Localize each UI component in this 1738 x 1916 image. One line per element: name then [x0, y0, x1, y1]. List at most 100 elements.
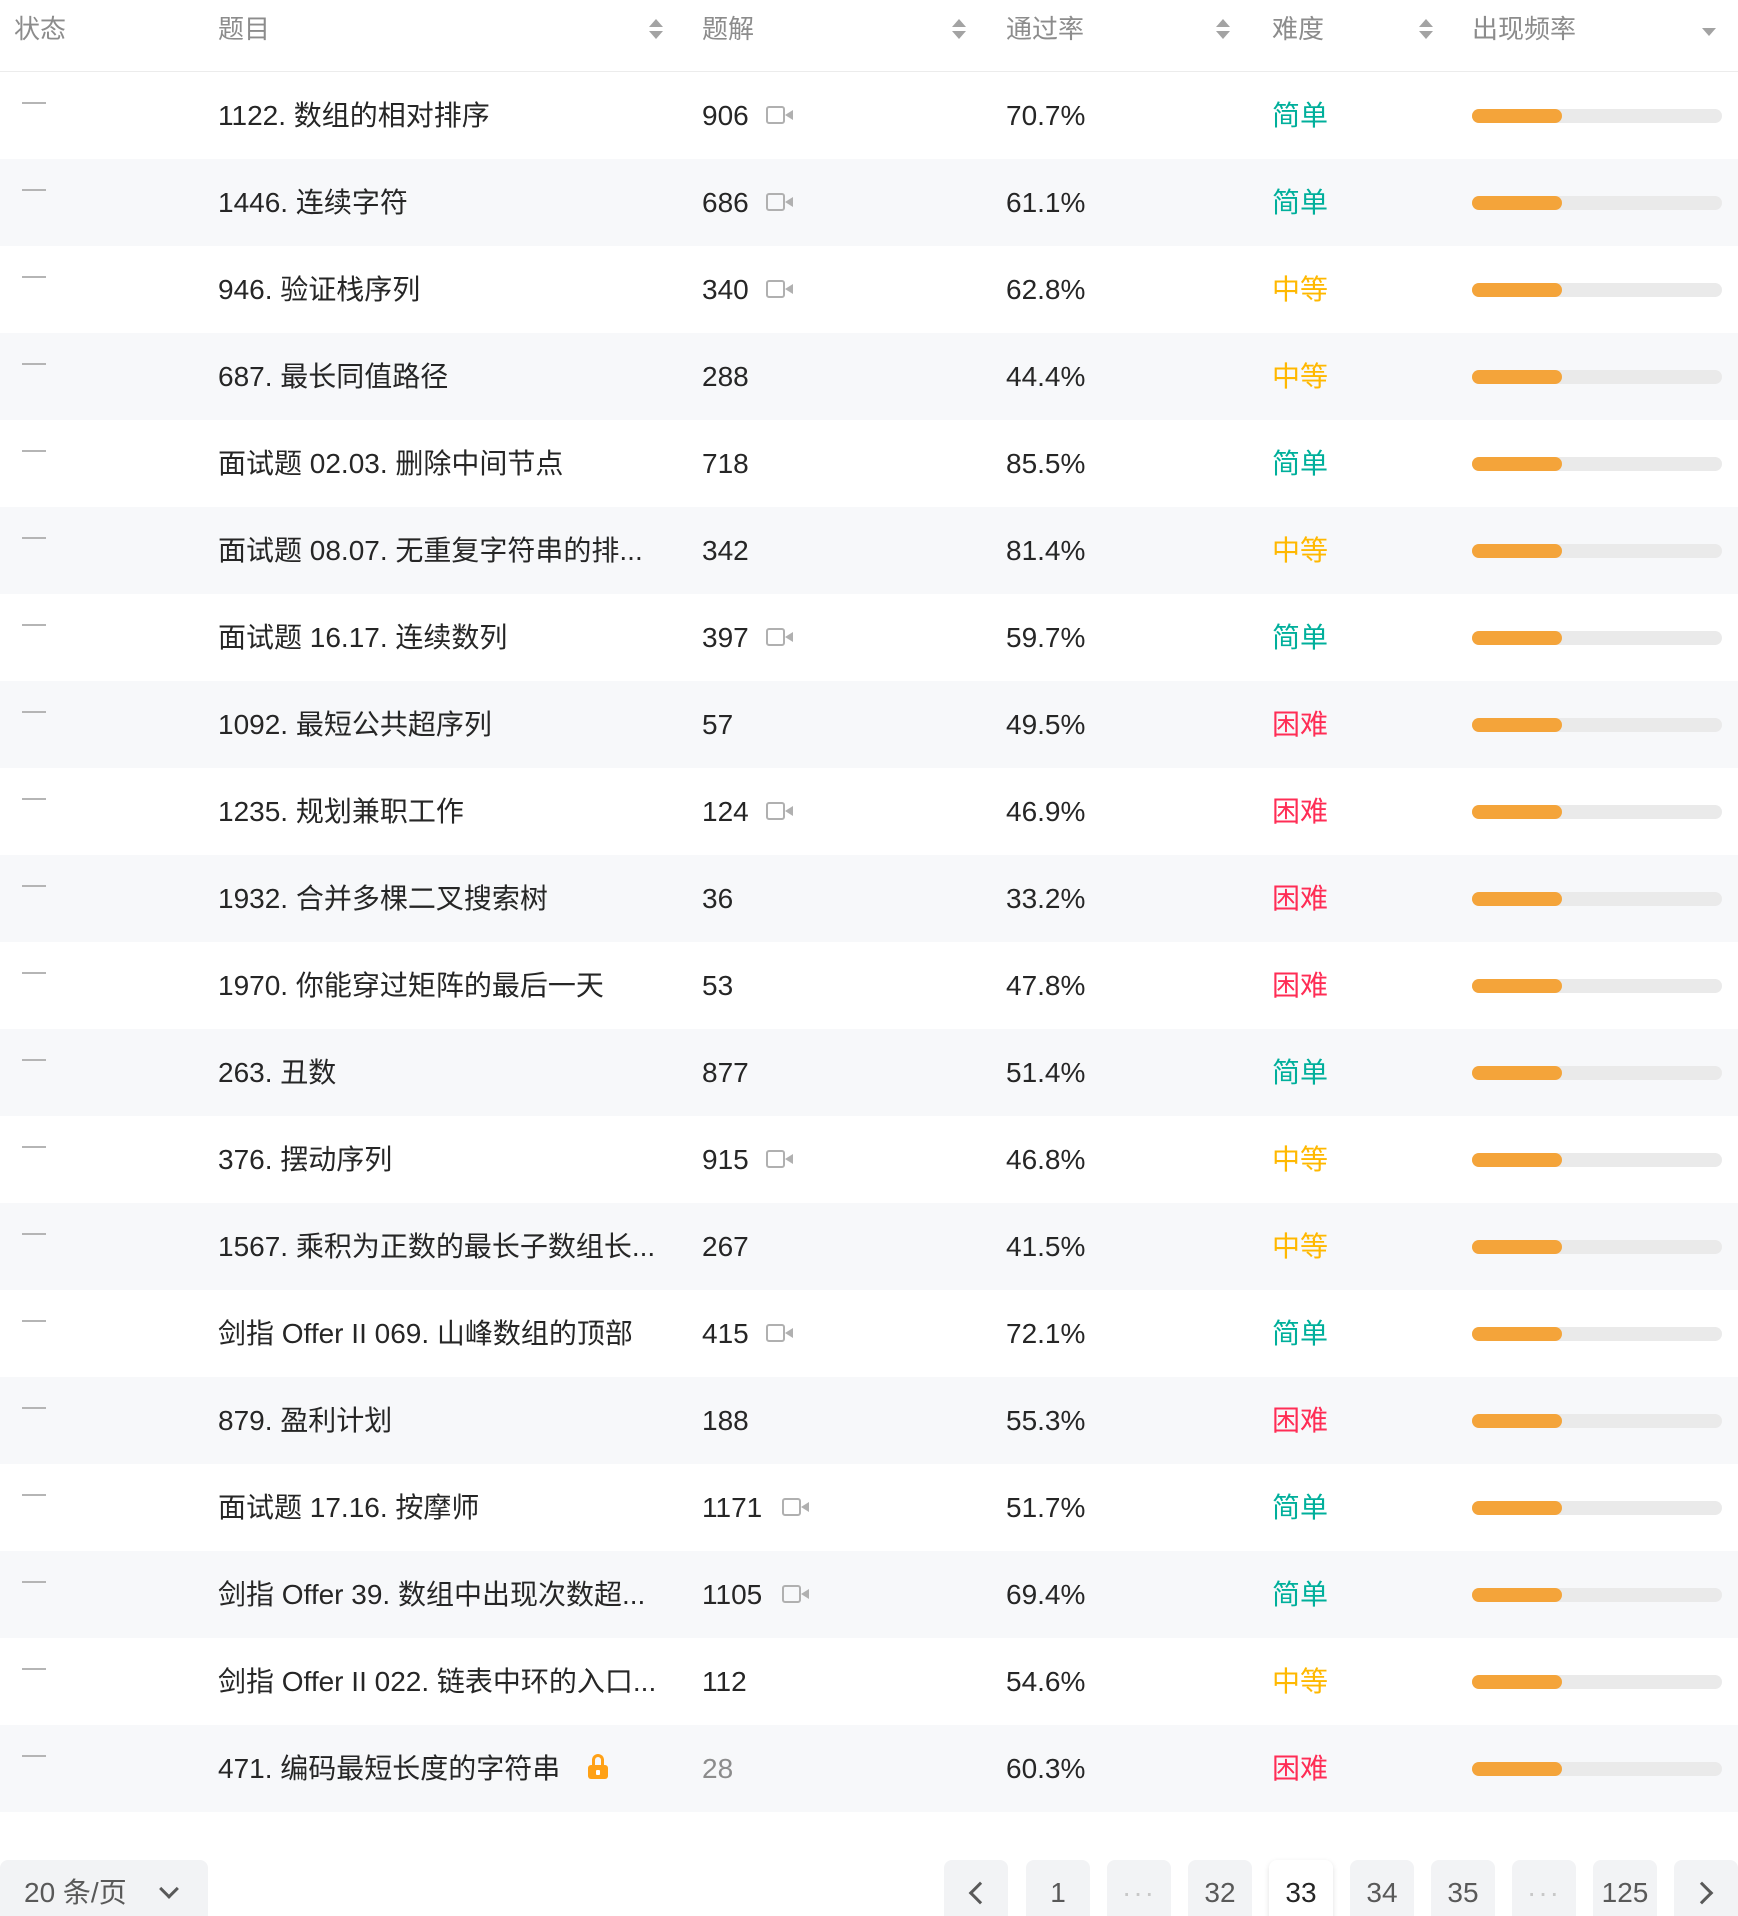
column-solutions[interactable]: 题解 — [702, 14, 755, 44]
page-button[interactable]: 1 — [1026, 1860, 1090, 1916]
solution-count[interactable]: 36 — [702, 883, 734, 914]
problem-title-link[interactable]: 263. 丑数 — [218, 1057, 337, 1088]
problem-title-link[interactable]: 1122. 数组的相对排序 — [218, 100, 490, 131]
solution-count[interactable]: 686 — [702, 187, 749, 218]
column-frequency[interactable]: 出现频率 — [1472, 14, 1577, 44]
page-button[interactable]: 34 — [1350, 1860, 1414, 1916]
difficulty-label: 简单 — [1272, 1492, 1329, 1523]
solution-count[interactable]: 906 — [702, 100, 749, 131]
problem-title-link[interactable]: 1567. 乘积为正数的最长子数组长... — [218, 1231, 656, 1262]
table-row[interactable]: 376. 摆动序列 915 46.8% 中等 — [0, 1116, 1738, 1203]
table-row[interactable]: 1970. 你能穿过矩阵的最后一天 53 47.8% 困难 — [0, 942, 1738, 1029]
problem-title-link[interactable]: 879. 盈利计划 — [218, 1405, 393, 1436]
problem-title-link[interactable]: 剑指 Offer 39. 数组中出现次数超... — [218, 1579, 646, 1610]
table-row[interactable]: 263. 丑数 877 51.4% 简单 — [0, 1029, 1738, 1116]
page-button[interactable]: 33 — [1269, 1860, 1333, 1916]
table-row[interactable]: 946. 验证栈序列 340 62.8% 中等 — [0, 246, 1738, 333]
solution-count[interactable]: 718 — [702, 448, 749, 479]
table-row[interactable]: 剑指 Offer II 022. 链表中环的入口... 112 54.6% 中等 — [0, 1638, 1738, 1725]
problem-title-link[interactable]: 1235. 规划兼职工作 — [218, 796, 464, 827]
table-row[interactable]: 1567. 乘积为正数的最长子数组长... 267 41.5% 中等 — [0, 1203, 1738, 1290]
acceptance-rate: 81.4% — [1006, 535, 1086, 566]
table-row[interactable]: 879. 盈利计划 188 55.3% 困难 — [0, 1377, 1738, 1464]
frequency-bar — [1472, 1501, 1722, 1515]
problem-title-link[interactable]: 面试题 17.16. 按摩师 — [218, 1492, 480, 1523]
page-size-select[interactable]: 20 条/页 — [0, 1860, 208, 1916]
sort-solutions-icon[interactable] — [950, 17, 968, 41]
problem-title-link[interactable]: 面试题 16.17. 连续数列 — [218, 622, 508, 653]
video-icon[interactable] — [766, 106, 794, 124]
sort-difficulty-icon[interactable] — [1417, 17, 1435, 41]
solution-count[interactable]: 124 — [702, 796, 749, 827]
solution-count[interactable]: 397 — [702, 622, 749, 653]
problem-title-link[interactable]: 1092. 最短公共超序列 — [218, 709, 492, 740]
table-row[interactable]: 687. 最长同值路径 288 44.4% 中等 — [0, 333, 1738, 420]
sort-title-icon[interactable] — [647, 17, 665, 41]
problem-title-link[interactable]: 376. 摆动序列 — [218, 1144, 393, 1175]
problem-title-link[interactable]: 剑指 Offer II 069. 山峰数组的顶部 — [218, 1318, 633, 1349]
solution-count[interactable]: 53 — [702, 970, 734, 1001]
problem-title-link[interactable]: 面试题 02.03. 删除中间节点 — [218, 448, 564, 479]
solution-count[interactable]: 340 — [702, 274, 749, 305]
problem-title-link[interactable]: 946. 验证栈序列 — [218, 274, 421, 305]
solution-count[interactable]: 915 — [702, 1144, 749, 1175]
sort-frequency-icon[interactable] — [1700, 28, 1718, 38]
page-ellipsis[interactable]: ··· — [1107, 1860, 1171, 1916]
table-row[interactable]: 面试题 17.16. 按摩师 1171 51.7% 简单 — [0, 1464, 1738, 1551]
frequency-bar-fill — [1472, 1327, 1562, 1341]
column-title[interactable]: 题目 — [218, 14, 271, 44]
status-dash-icon — [22, 102, 46, 104]
acceptance-rate: 41.5% — [1006, 1231, 1086, 1262]
video-icon[interactable] — [766, 628, 794, 646]
solution-count[interactable]: 877 — [702, 1057, 749, 1088]
video-icon[interactable] — [782, 1585, 810, 1603]
difficulty-label: 困难 — [1272, 883, 1329, 914]
sort-acceptance-icon[interactable] — [1214, 17, 1232, 41]
acceptance-rate: 46.9% — [1006, 796, 1086, 827]
table-row[interactable]: 1235. 规划兼职工作 124 46.9% 困难 — [0, 768, 1738, 855]
table-row[interactable]: 1446. 连续字符 686 61.1% 简单 — [0, 159, 1738, 246]
solution-count[interactable]: 188 — [702, 1405, 749, 1436]
table-row[interactable]: 面试题 16.17. 连续数列 397 59.7% 简单 — [0, 594, 1738, 681]
frequency-bar-fill — [1472, 1066, 1562, 1080]
video-icon[interactable] — [766, 280, 794, 298]
page-button[interactable]: 125 — [1593, 1860, 1657, 1916]
solution-count[interactable]: 267 — [702, 1231, 749, 1262]
table-row[interactable]: 1092. 最短公共超序列 57 49.5% 困难 — [0, 681, 1738, 768]
table-row[interactable]: 剑指 Offer 39. 数组中出现次数超... 1105 69.4% 简单 — [0, 1551, 1738, 1638]
solution-count[interactable]: 342 — [702, 535, 749, 566]
video-icon[interactable] — [766, 1324, 794, 1342]
problem-title-link[interactable]: 687. 最长同值路径 — [218, 361, 449, 392]
problem-title-link[interactable]: 1970. 你能穿过矩阵的最后一天 — [218, 970, 604, 1001]
problem-title-link[interactable]: 1446. 连续字符 — [218, 187, 408, 218]
problem-title-link[interactable]: 1932. 合并多棵二叉搜索树 — [218, 883, 548, 914]
table-row[interactable]: 面试题 02.03. 删除中间节点 718 85.5% 简单 — [0, 420, 1738, 507]
table-row[interactable]: 剑指 Offer II 069. 山峰数组的顶部 415 72.1% 简单 — [0, 1290, 1738, 1377]
column-acceptance[interactable]: 通过率 — [1006, 14, 1085, 44]
solution-count[interactable]: 112 — [702, 1666, 747, 1697]
page-button[interactable]: 32 — [1188, 1860, 1252, 1916]
difficulty-label: 困难 — [1272, 970, 1329, 1001]
page-button[interactable]: 35 — [1431, 1860, 1495, 1916]
column-status[interactable]: 状态 — [14, 14, 67, 44]
table-row[interactable]: 面试题 08.07. 无重复字符串的排... 342 81.4% 中等 — [0, 507, 1738, 594]
video-icon[interactable] — [766, 802, 794, 820]
table-row[interactable]: 1932. 合并多棵二叉搜索树 36 33.2% 困难 — [0, 855, 1738, 942]
solution-count[interactable]: 28 — [702, 1753, 734, 1784]
table-row[interactable]: 471. 编码最短长度的字符串 28 60.3% 困难 — [0, 1725, 1738, 1812]
solution-count[interactable]: 57 — [702, 709, 734, 740]
solution-count[interactable]: 415 — [702, 1318, 749, 1349]
page-ellipsis[interactable]: ··· — [1512, 1860, 1576, 1916]
video-icon[interactable] — [782, 1498, 810, 1516]
table-row[interactable]: 1122. 数组的相对排序 906 70.7% 简单 — [0, 72, 1738, 159]
solution-count[interactable]: 288 — [702, 361, 749, 392]
column-difficulty[interactable]: 难度 — [1272, 14, 1325, 44]
next-page-button[interactable] — [1674, 1860, 1738, 1916]
video-icon[interactable] — [766, 193, 794, 211]
video-icon[interactable] — [766, 1150, 794, 1168]
problem-title-link[interactable]: 面试题 08.07. 无重复字符串的排... — [218, 535, 643, 566]
problem-title-link[interactable]: 剑指 Offer II 022. 链表中环的入口... — [218, 1666, 657, 1697]
solution-count[interactable]: 1171 — [702, 1492, 763, 1523]
prev-page-button[interactable] — [944, 1860, 1008, 1916]
solution-count[interactable]: 1105 — [702, 1579, 763, 1610]
